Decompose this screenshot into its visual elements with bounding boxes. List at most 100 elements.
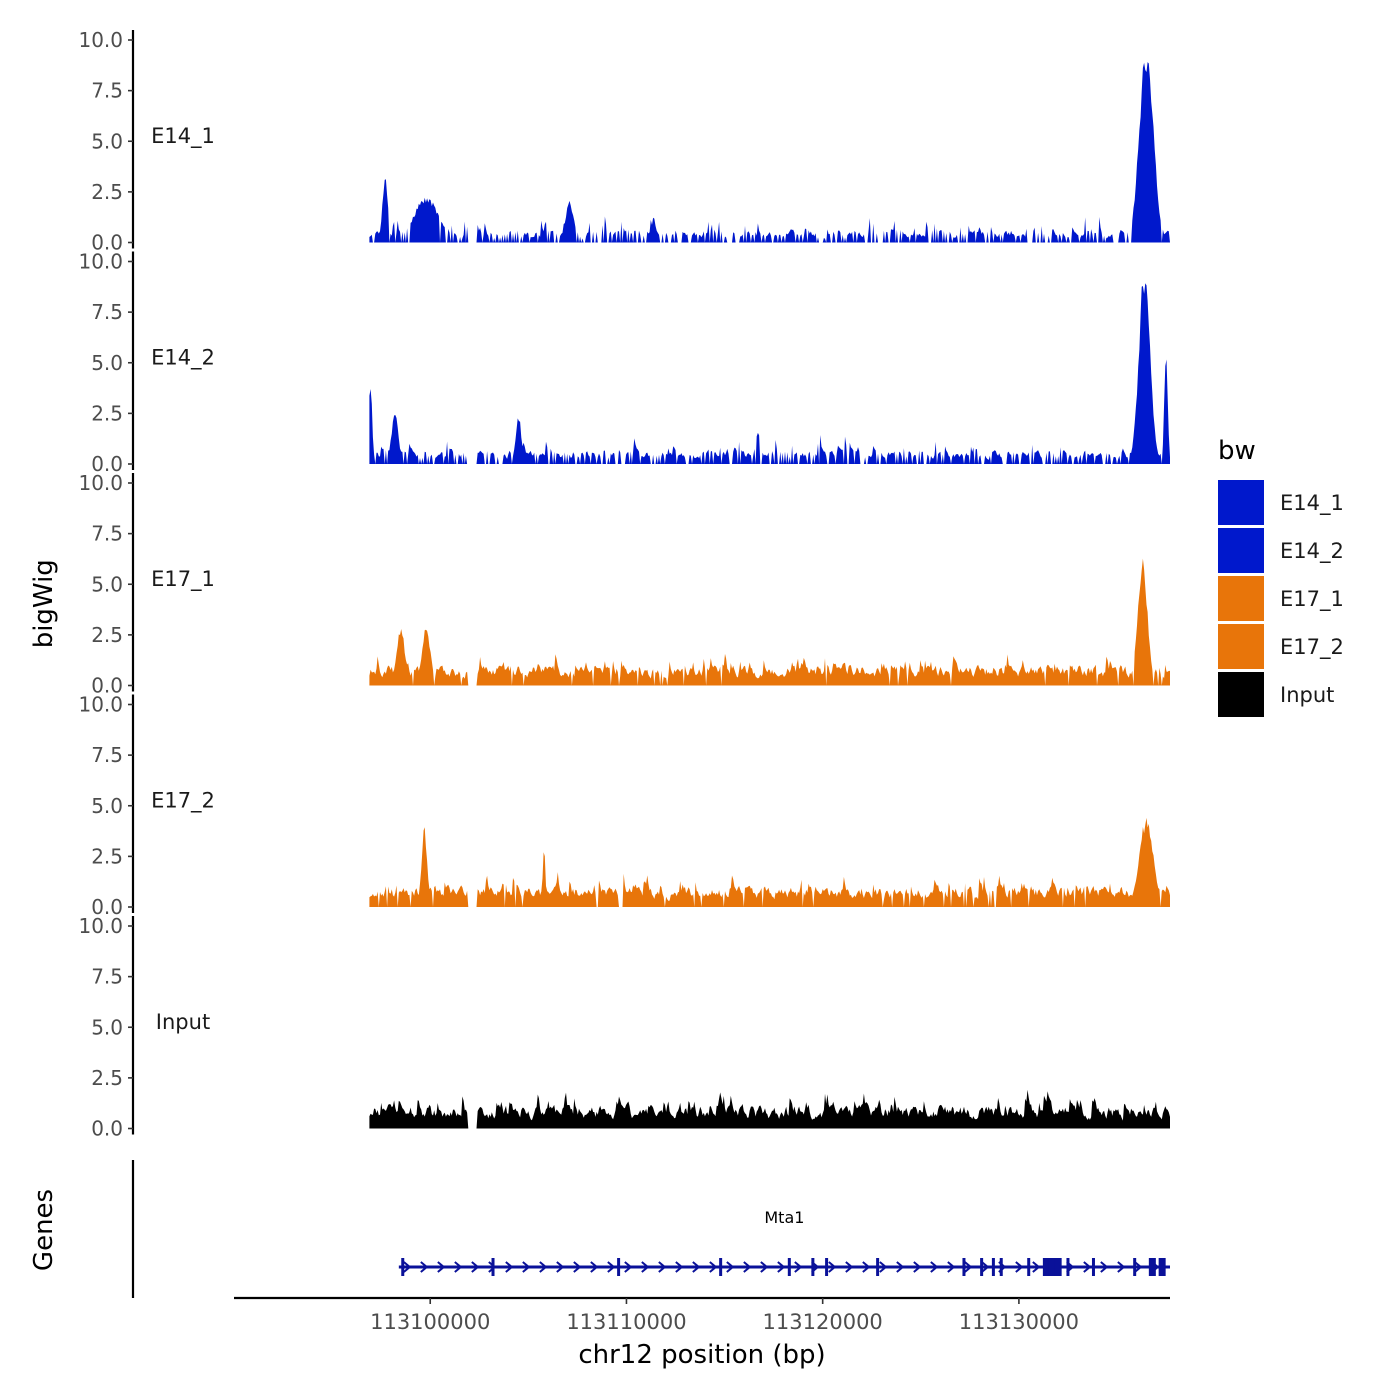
strand-arrow [1100, 1261, 1109, 1273]
exon [876, 1258, 880, 1276]
strand-arrow [1015, 1261, 1024, 1273]
track-label: E17_1 [151, 567, 215, 592]
strand-arrow [947, 1261, 956, 1273]
y-tick-label: 0.0 [91, 674, 123, 698]
y-tick-label: 2.5 [91, 844, 123, 868]
x-tick-label: 113110000 [566, 1310, 686, 1334]
y-axis-title: bigWig [29, 559, 59, 648]
legend-key [1218, 480, 1264, 525]
genes-panel: Genes Mta1 [29, 1160, 1170, 1298]
y-tick-label: 0.0 [91, 452, 123, 476]
track-label: E14_1 [151, 124, 215, 149]
y-tick-label: 5.0 [91, 129, 123, 153]
y-tick-label: 10.0 [78, 693, 123, 717]
x-tick-label: 113120000 [763, 1310, 883, 1334]
exon [787, 1258, 791, 1276]
coverage-area-input [369, 1089, 1170, 1129]
exon [999, 1258, 1003, 1276]
exon [1066, 1258, 1070, 1276]
strand-arrow [879, 1261, 888, 1273]
strand-arrow [692, 1261, 701, 1273]
y-tick-label: 10.0 [78, 914, 123, 938]
strand-arrow [794, 1261, 803, 1273]
exon [1027, 1258, 1031, 1276]
strand-arrow [1117, 1261, 1126, 1273]
y-tick-label: 10.0 [78, 471, 123, 495]
strand-arrow [709, 1261, 718, 1273]
y-tick-label: 7.5 [91, 965, 123, 989]
strand-arrow [1083, 1261, 1092, 1273]
track-e17-1: 0.0 2.5 5.0 7.5 10.0 E17_1 [78, 471, 1170, 698]
y-tick-label: 2.5 [91, 401, 123, 425]
exon [1148, 1258, 1156, 1276]
strand-arrow [828, 1261, 837, 1273]
y-tick-label: 7.5 [91, 743, 123, 767]
strand-arrow [1134, 1261, 1143, 1273]
legend: bw E14_1 E14_2 E17_1 E17_2 Input [1218, 436, 1344, 717]
exon [1054, 1258, 1062, 1276]
exon [980, 1258, 984, 1276]
y-tick-label: 2.5 [91, 623, 123, 647]
strand-arrow [726, 1261, 735, 1273]
strand-arrow [420, 1261, 429, 1273]
legend-label: E17_2 [1280, 635, 1344, 660]
track-input: 0.0 2.5 5.0 7.5 10.0 Input [78, 914, 1170, 1141]
track-label: E17_2 [151, 789, 215, 814]
strand-arrow [505, 1261, 514, 1273]
legend-key [1218, 672, 1264, 717]
exon [1133, 1258, 1137, 1276]
strand-arrow [539, 1261, 548, 1273]
strand-arrow [573, 1261, 582, 1273]
exon [401, 1258, 405, 1276]
x-tick-label: 113130000 [959, 1310, 1079, 1334]
strand-arrow [862, 1261, 871, 1273]
coverage-area-e17_1 [369, 558, 1170, 686]
y-tick-label: 10.0 [78, 250, 123, 274]
exon [1048, 1258, 1056, 1276]
y-tick-label: 5.0 [91, 351, 123, 375]
strand-arrow [760, 1261, 769, 1273]
y-tick-label: 0.0 [91, 231, 123, 255]
track-label: Input [156, 1010, 210, 1034]
y-tick-label: 5.0 [91, 794, 123, 818]
y-tick-label: 7.5 [91, 522, 123, 546]
y-tick-label: 0.0 [91, 895, 123, 919]
strand-arrow [403, 1261, 412, 1273]
exon [1158, 1258, 1166, 1276]
coverage-area-e14_1 [369, 62, 1170, 243]
strand-arrow [964, 1261, 973, 1273]
y-tick-label: 10.0 [78, 28, 123, 52]
strand-arrow [777, 1261, 786, 1273]
exon [719, 1258, 723, 1276]
strand-arrow [896, 1261, 905, 1273]
strand-arrow [624, 1261, 633, 1273]
legend-key [1218, 528, 1264, 573]
legend-key [1218, 624, 1264, 669]
strand-arrow [488, 1261, 497, 1273]
y-tick-label: 2.5 [91, 180, 123, 204]
exon [811, 1258, 815, 1276]
genes-axis-title: Genes [29, 1189, 59, 1271]
strand-arrow [913, 1261, 922, 1273]
legend-label: E17_1 [1280, 587, 1344, 612]
strand-arrow [981, 1261, 990, 1273]
coverage-area-e14_2 [369, 283, 1170, 464]
strand-arrow [675, 1261, 684, 1273]
strand-arrow [930, 1261, 939, 1273]
coverage-area-e17_2 [369, 817, 1170, 907]
track-label: E14_2 [151, 346, 215, 371]
track-e17-2: 0.0 2.5 5.0 7.5 10.0 E17_2 [78, 693, 1170, 919]
x-axis: 113100000 113110000 113120000 113130000 chr1… [234, 1296, 1170, 1370]
legend-label: E14_2 [1280, 539, 1344, 564]
exon [962, 1258, 966, 1276]
y-tick-label: 7.5 [91, 79, 123, 103]
x-tick-label: 113100000 [370, 1310, 490, 1334]
legend-label: Input [1280, 683, 1334, 707]
strand-arrow [658, 1261, 667, 1273]
gene-label: Mta1 [764, 1208, 804, 1227]
legend-key [1218, 576, 1264, 621]
strand-arrow [471, 1261, 480, 1273]
track-e14-1: 0.0 2.5 5.0 7.5 10.0 E14_1 [78, 28, 1170, 255]
strand-arrow [607, 1261, 616, 1273]
